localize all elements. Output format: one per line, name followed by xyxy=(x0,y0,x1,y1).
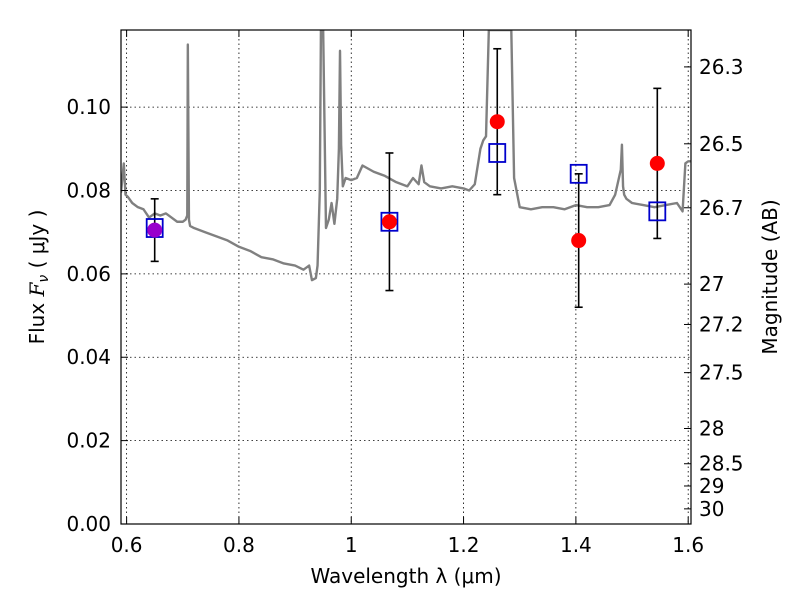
y-tick-label: 0.02 xyxy=(66,429,111,453)
ticks xyxy=(121,30,691,525)
mag-tick-label: 28 xyxy=(699,416,724,440)
y-tick-label: 0.08 xyxy=(66,178,111,202)
observed-point xyxy=(489,114,505,130)
mag-tick-label: 27.5 xyxy=(699,361,744,385)
y-axis-label: Flux Fν ( μJy ) xyxy=(25,210,52,345)
x-tick-label: 1.2 xyxy=(448,533,480,557)
markers xyxy=(145,47,667,309)
mag-tick-label: 30 xyxy=(699,497,724,521)
observed-point xyxy=(147,222,163,238)
model-photometry-point xyxy=(488,143,507,163)
labels: 0.6 0.8 1 1.2 1.4 1.6 0.00 0.02 0.04 0.06 0.08 0.10… xyxy=(25,55,782,588)
observed-point xyxy=(381,214,397,230)
y-tick-label: 0.06 xyxy=(66,262,111,286)
mag-tick-label: 26.7 xyxy=(699,196,744,220)
model-spectrum-line xyxy=(121,30,691,282)
model-photometry-point xyxy=(648,201,667,222)
x-tick-label: 1.4 xyxy=(560,533,592,557)
mag-tick-label: 27.2 xyxy=(699,312,744,336)
mag-tick-label: 29 xyxy=(699,474,724,498)
y-tick-label: 0.04 xyxy=(66,345,111,369)
model-photometry-point xyxy=(569,163,588,184)
observed-point xyxy=(649,155,665,171)
mag-tick-label: 26.5 xyxy=(699,132,744,156)
x-tick-label: 1 xyxy=(345,533,358,557)
y-tick-label: 0.00 xyxy=(66,512,111,536)
x-tick-label: 1.6 xyxy=(672,533,704,557)
y-tick-label: 0.10 xyxy=(66,95,111,119)
x-axis-label: Wavelength λ (μm) xyxy=(310,564,501,588)
grid xyxy=(121,30,691,524)
plot-area xyxy=(121,30,691,282)
x-tick-label: 0.8 xyxy=(223,533,255,557)
mag-tick-label: 28.5 xyxy=(699,452,744,476)
model-photometry-point xyxy=(380,211,399,232)
axes-frame xyxy=(120,29,692,525)
mag-tick-label: 26.3 xyxy=(699,55,744,79)
mag-tick-label: 27 xyxy=(699,272,724,296)
observed-point xyxy=(571,233,587,249)
right-axis-label: Magnitude (AB) xyxy=(758,199,782,354)
x-tick-label: 0.6 xyxy=(111,533,143,557)
